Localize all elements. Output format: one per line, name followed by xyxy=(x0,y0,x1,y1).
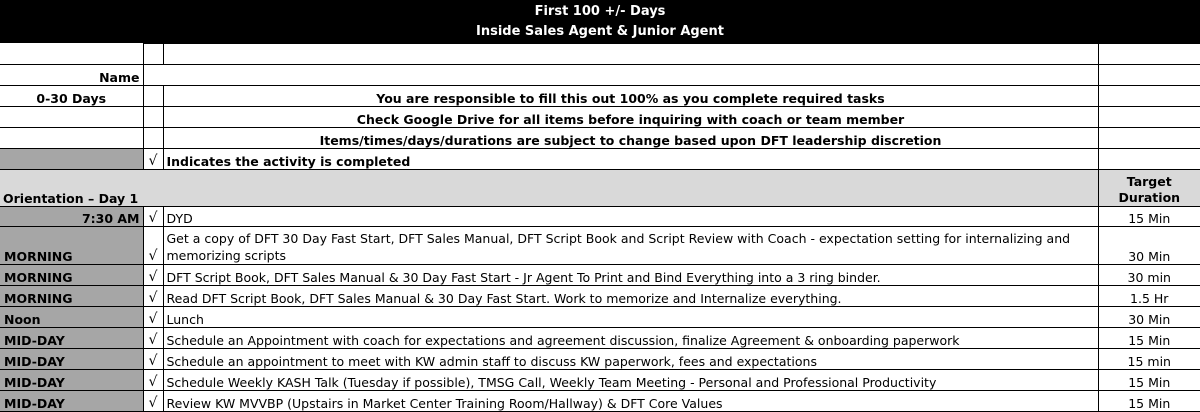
empty-cell[interactable] xyxy=(1097,106,1200,128)
blank-cell[interactable] xyxy=(142,43,164,65)
name-input-cell[interactable] xyxy=(142,64,1099,86)
empty-cell[interactable] xyxy=(1097,148,1200,170)
checkmark-icon: √ xyxy=(142,148,164,170)
empty-cell[interactable] xyxy=(1097,85,1200,107)
task-row: MORNING √ Get a copy of DFT 30 Day Fast … xyxy=(0,226,1200,265)
task-row: MID-DAY √ Schedule Weekly KASH Talk (Tue… xyxy=(0,369,1200,391)
note-row: Check Google Drive for all items before … xyxy=(0,106,1200,128)
blank-cell[interactable] xyxy=(0,43,144,65)
sheet-header: First 100 +/- Days Inside Sales Agent & … xyxy=(0,0,1200,43)
section-header-row: Orientation – Day 1 Target Duration xyxy=(0,169,1200,207)
name-row: Name xyxy=(0,64,1200,86)
task-row: 7:30 AM √ DYD 15 Min xyxy=(0,206,1200,227)
check-cell[interactable] xyxy=(142,106,164,128)
task-time: Noon xyxy=(0,306,144,328)
blank-row xyxy=(0,43,1200,65)
checkmark-icon[interactable]: √ xyxy=(142,327,164,349)
task-time: 7:30 AM xyxy=(0,206,144,227)
task-time: MID-DAY xyxy=(0,327,144,349)
name-extra-cell[interactable] xyxy=(1097,64,1200,86)
blank-cell[interactable] xyxy=(162,43,1099,65)
task-row: MID-DAY √ Schedule an Appointment with c… xyxy=(0,327,1200,349)
legend-row: √ Indicates the activity is completed xyxy=(0,148,1200,170)
blank-cell[interactable] xyxy=(1097,43,1200,65)
name-label: Name xyxy=(0,64,144,86)
task-time: MID-DAY xyxy=(0,348,144,370)
target-duration-header: Target Duration xyxy=(1097,169,1200,207)
task-description: Read DFT Script Book, DFT Sales Manual &… xyxy=(162,285,1099,307)
task-duration: 15 Min xyxy=(1097,369,1200,391)
task-description: Schedule an Appointment with coach for e… xyxy=(162,327,1099,349)
note-text: You are responsible to fill this out 100… xyxy=(162,85,1099,107)
task-duration: 30 min xyxy=(1097,264,1200,286)
task-duration: 15 Min xyxy=(1097,390,1200,412)
task-description: Review KW MVVBP (Upstairs in Market Cent… xyxy=(162,390,1099,412)
checkmark-icon[interactable]: √ xyxy=(142,226,164,265)
task-description: DYD xyxy=(162,206,1099,227)
task-time: MORNING xyxy=(0,285,144,307)
period-row: 0-30 Days You are responsible to fill th… xyxy=(0,85,1200,107)
empty-cell[interactable] xyxy=(0,127,144,149)
task-time: MORNING xyxy=(0,264,144,286)
checkmark-icon[interactable]: √ xyxy=(142,306,164,328)
empty-cell[interactable] xyxy=(1097,127,1200,149)
note-row: Items/times/days/durations are subject t… xyxy=(0,127,1200,149)
section-title: Orientation – Day 1 xyxy=(0,169,1099,207)
task-time: MID-DAY xyxy=(0,369,144,391)
check-cell[interactable] xyxy=(142,85,164,107)
task-duration: 15 min xyxy=(1097,348,1200,370)
checkmark-icon[interactable]: √ xyxy=(142,206,164,227)
note-text: Items/times/days/durations are subject t… xyxy=(162,127,1099,149)
task-description: Get a copy of DFT 30 Day Fast Start, DFT… xyxy=(162,226,1099,265)
task-row: MORNING √ Read DFT Script Book, DFT Sale… xyxy=(0,285,1200,307)
legend-swatch xyxy=(0,148,144,170)
task-row: Noon √ Lunch 30 Min xyxy=(0,306,1200,328)
task-description: DFT Script Book, DFT Sales Manual & 30 D… xyxy=(162,264,1099,286)
note-text: Check Google Drive for all items before … xyxy=(162,106,1099,128)
task-row: MORNING √ DFT Script Book, DFT Sales Man… xyxy=(0,264,1200,286)
period-label: 0-30 Days xyxy=(0,85,144,107)
task-duration: 15 Min xyxy=(1097,327,1200,349)
task-time: MID-DAY xyxy=(0,390,144,412)
task-table: Name 0-30 Days You are responsible to fi… xyxy=(0,43,1200,412)
empty-cell[interactable] xyxy=(0,106,144,128)
task-duration: 30 Min xyxy=(1097,306,1200,328)
task-description: Schedule Weekly KASH Talk (Tuesday if po… xyxy=(162,369,1099,391)
task-row: MID-DAY √ Review KW MVVBP (Upstairs in M… xyxy=(0,390,1200,412)
checkmark-icon[interactable]: √ xyxy=(142,285,164,307)
checkmark-icon[interactable]: √ xyxy=(142,390,164,412)
task-description: Lunch xyxy=(162,306,1099,328)
task-duration: 30 Min xyxy=(1097,226,1200,265)
check-cell[interactable] xyxy=(142,127,164,149)
task-duration: 1.5 Hr xyxy=(1097,285,1200,307)
checkmark-icon[interactable]: √ xyxy=(142,264,164,286)
task-row: MID-DAY √ Schedule an appointment to mee… xyxy=(0,348,1200,370)
legend-text: Indicates the activity is completed xyxy=(162,148,1099,170)
sheet-title: First 100 +/- Days xyxy=(534,4,666,19)
checkmark-icon[interactable]: √ xyxy=(142,348,164,370)
checkmark-icon[interactable]: √ xyxy=(142,369,164,391)
task-time: MORNING xyxy=(0,226,144,265)
task-duration: 15 Min xyxy=(1097,206,1200,227)
sheet-subtitle: Inside Sales Agent & Junior Agent xyxy=(476,24,724,39)
task-description: Schedule an appointment to meet with KW … xyxy=(162,348,1099,370)
